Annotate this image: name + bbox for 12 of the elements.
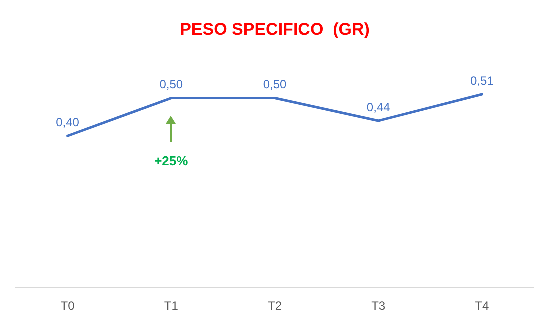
x-tick-label: T2	[268, 299, 282, 314]
x-tick-label: T1	[164, 299, 179, 314]
x-tick-label: T3	[372, 299, 386, 314]
text: +25%	[154, 154, 188, 168]
data-label: 0,50	[263, 78, 287, 92]
data-label: 0,51	[470, 74, 494, 88]
x-tick-label: T0	[60, 299, 76, 314]
data-label: 0,44	[366, 100, 391, 114]
data-label: 0,40	[56, 115, 80, 130]
x-tick-label: T4	[475, 299, 490, 314]
data-label: 0,50	[160, 78, 184, 92]
chart-title: PESO SPECIFICO (GR)	[180, 20, 370, 39]
